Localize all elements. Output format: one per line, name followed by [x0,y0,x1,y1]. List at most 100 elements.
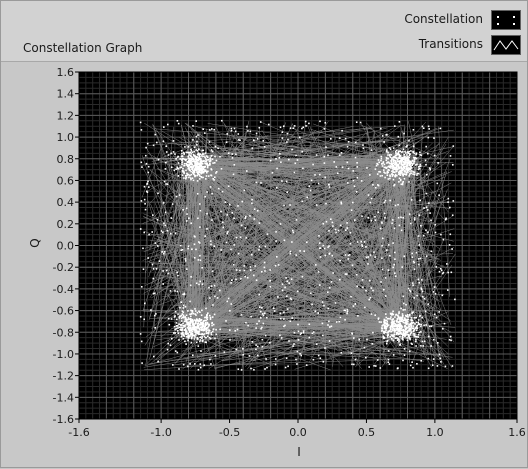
constellation-point [392,158,395,161]
constellation-point [193,160,195,162]
constellation-point [407,318,409,321]
constellation-point [177,330,179,332]
constellation-point [190,276,192,278]
constellation-point [377,184,379,186]
constellation-point [192,157,194,160]
constellation-point [370,197,373,200]
constellation-point [201,337,203,339]
constellation-point [396,321,398,323]
constellation-point [392,174,394,176]
constellation-point [206,329,208,332]
constellation-point [400,307,402,310]
constellation-point [185,330,187,332]
constellation-point [416,324,418,327]
constellation-point [420,154,423,157]
constellation-point [417,334,420,336]
constellation-point [415,345,417,347]
constellation-point [189,300,191,303]
constellation-point [277,264,280,266]
constellation-point [195,248,197,251]
y-tick-label: -1.2 [53,370,74,383]
constellation-point [370,313,373,315]
constellation-point [352,170,354,172]
constellation-point [194,162,197,164]
constellation-point [408,337,410,339]
constellation-point [263,261,266,264]
constellation-point [187,321,190,324]
constellation-point [196,159,199,161]
constellation-point [148,186,150,188]
constellation-point [197,163,199,166]
constellation-point [399,172,402,175]
constellation-point [195,165,197,167]
constellation-point [348,253,351,256]
constellation-point [397,157,400,159]
constellation-point [139,333,142,335]
constellation-point [250,315,252,318]
constellation-point [438,270,441,273]
constellation-point [411,199,413,201]
constellation-point [244,217,246,220]
constellation-point [408,161,410,163]
constellation-point [340,351,343,354]
constellation-point [397,332,400,335]
constellation-point [373,365,375,367]
constellation-point [194,327,196,330]
constellation-point [198,310,200,312]
constellation-point [363,346,366,349]
constellation-point [203,160,206,162]
constellation-point [370,219,372,222]
constellation-point [412,160,414,162]
constellation-point [321,322,324,325]
constellation-point [186,207,188,210]
constellation-point [383,141,385,143]
constellation-point [399,322,401,325]
constellation-point [403,255,406,258]
constellation-point [413,334,415,337]
constellation-point [391,170,393,173]
constellation-point [385,316,388,319]
constellation-point [405,303,407,306]
constellation-point [299,333,302,336]
constellation-point [322,334,324,337]
transition-lines [141,120,456,371]
constellation-point [416,172,418,175]
constellation-point [451,365,454,367]
constellation-point [384,199,387,202]
constellation-point [381,325,383,327]
constellation-point [264,368,266,370]
constellation-point [166,183,169,185]
constellation-point [410,317,413,319]
constellation-point [328,320,330,323]
constellation-point [161,251,163,253]
constellation-point [310,179,313,182]
constellation-point [409,323,412,326]
constellation-point [207,158,210,161]
constellation-point [354,219,356,221]
constellation-point [407,334,409,336]
constellation-point [208,141,211,143]
constellation-point [196,331,199,333]
constellation-point [409,350,411,352]
constellation-point [247,324,249,327]
constellation-point [200,158,202,160]
transitions-line-icon[interactable] [491,35,521,55]
constellation-point [394,337,397,339]
constellation-point [197,168,199,171]
constellation-point [210,149,213,151]
constellation-point [212,162,214,164]
constellation-points-icon[interactable] [491,10,521,30]
constellation-point [197,153,199,156]
constellation-point [413,159,416,161]
constellation-point [425,164,427,166]
constellation-point [177,313,179,315]
plot-area[interactable] [78,71,518,420]
constellation-point [406,318,408,321]
constellation-point [188,151,190,154]
constellation-point [405,152,407,154]
constellation-point [388,165,390,168]
constellation-point [419,199,421,202]
constellation-point [412,129,415,131]
constellation-point [206,322,209,325]
constellation-point [181,328,184,331]
